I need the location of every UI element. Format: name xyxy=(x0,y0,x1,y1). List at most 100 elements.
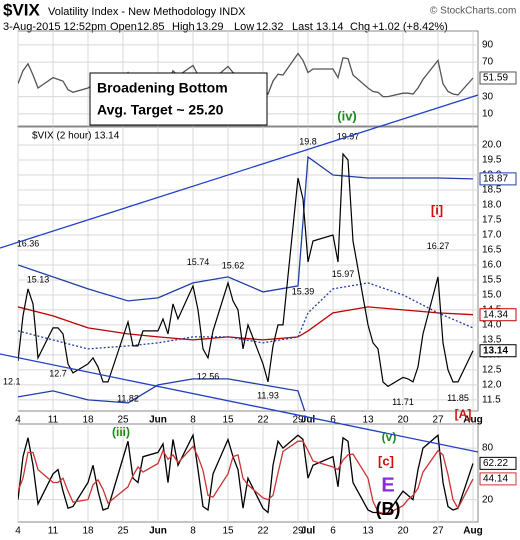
x-tick-label: Aug xyxy=(463,415,482,426)
x-tick-label: 6 xyxy=(330,415,336,426)
series-line xyxy=(18,433,474,515)
last-value-box xyxy=(479,172,517,186)
x-tick-label: 20 xyxy=(397,415,409,426)
x-tick-label: Jun xyxy=(149,415,167,426)
annotation: 15.74 xyxy=(187,257,210,267)
x-tick-label: 29 xyxy=(292,415,304,426)
annotation: 12.1 xyxy=(3,376,21,386)
annotation: 19.8 xyxy=(299,136,317,146)
last-value-box xyxy=(479,472,517,486)
x-tick-label: 22 xyxy=(257,526,269,537)
wave-label: [A] xyxy=(455,407,472,421)
x-tick-label: 18 xyxy=(82,526,94,537)
quote-label: Low xyxy=(234,21,254,33)
wave-label: (iii) xyxy=(112,425,130,439)
y-tick-label: 10 xyxy=(482,109,494,120)
wave-label: [i] xyxy=(431,202,443,217)
last-value-label: 51.59 xyxy=(483,73,508,84)
quote-value: 12.32 xyxy=(256,21,284,33)
annotation: 11.82 xyxy=(117,394,139,404)
y-tick-label: 16.0 xyxy=(482,260,502,271)
annotation: 12.7 xyxy=(49,368,67,378)
x-tick-label: 29 xyxy=(292,526,304,537)
y-tick-label: 15.5 xyxy=(482,275,502,286)
wave-label: (iv) xyxy=(337,108,357,123)
y-tick-label: 13.5 xyxy=(482,335,502,346)
quote-label: Last xyxy=(292,21,313,33)
y-tick-label: 19.5 xyxy=(482,155,502,166)
quote-value: 13.29 xyxy=(196,21,224,33)
x-tick-label: 8 xyxy=(190,526,196,537)
x-tick-label: 8 xyxy=(190,415,196,426)
x-tick-label: 18 xyxy=(82,415,94,426)
annotation: 11.85 xyxy=(447,393,469,403)
callout-line: Broadening Bottom xyxy=(97,80,228,96)
y-tick-label: 12.5 xyxy=(482,365,502,376)
quote-label: Chg xyxy=(350,21,370,33)
series-line xyxy=(18,152,474,388)
x-tick-label: 20 xyxy=(397,526,409,537)
instrument-name: Volatility Index - New Methodology INDX xyxy=(48,6,246,18)
series-line xyxy=(18,306,474,341)
x-tick-label: 15 xyxy=(222,526,234,537)
x-tick-label: 22 xyxy=(257,415,269,426)
x-tick-label: 15 xyxy=(222,415,234,426)
x-tick-label: Jul xyxy=(301,415,316,426)
annotation: 12.56 xyxy=(197,371,220,381)
quote-label: Open xyxy=(110,21,137,33)
upper-trendline xyxy=(0,94,479,249)
logo: © StockCharts.com xyxy=(430,6,516,17)
wave-label: [c] xyxy=(378,453,394,468)
y-tick-label: 20.0 xyxy=(482,140,502,151)
y-tick-label: 12.0 xyxy=(482,380,502,391)
callout-line: Avg. Target ~ 25.20 xyxy=(97,102,224,118)
date: 3-Aug-2015 12:52pm xyxy=(3,21,106,33)
last-value-box xyxy=(479,456,517,470)
last-value-label: 44.14 xyxy=(483,474,508,485)
annotation: 16.27 xyxy=(427,241,450,251)
x-tick-label: 13 xyxy=(362,415,374,426)
lower-trendline xyxy=(0,353,479,453)
y-tick-label: 80 xyxy=(482,443,494,454)
x-tick-label: 4 xyxy=(15,415,21,426)
annotation: 16.36 xyxy=(17,239,40,249)
x-tick-label: Jun xyxy=(149,526,167,537)
y-tick-label: 16.5 xyxy=(482,245,502,256)
y-tick-label: 30 xyxy=(482,91,494,102)
annotation: 15.13 xyxy=(27,274,50,284)
x-tick-label: 27 xyxy=(432,415,444,426)
panel-title: $VIX (2 hour) 13.14 xyxy=(32,131,120,142)
quote-value: 13.14 xyxy=(316,21,344,33)
series-line xyxy=(18,440,474,515)
x-tick-label: 25 xyxy=(117,526,129,537)
last-value-label: 62.22 xyxy=(483,458,508,469)
symbol: $VIX xyxy=(3,0,41,19)
x-tick-label: 13 xyxy=(362,526,374,537)
last-value-box xyxy=(479,71,517,85)
annotation: 15.62 xyxy=(222,261,245,271)
quote-value: +1.02 (+8.42%) xyxy=(372,21,448,33)
y-tick-label: 70 xyxy=(482,57,494,68)
y-tick-label: 17.5 xyxy=(482,215,502,226)
y-tick-label: 14.0 xyxy=(482,320,502,331)
y-tick-label: 18.5 xyxy=(482,185,502,196)
plots: 9070301051.5911.512.012.513.013.514.014.… xyxy=(3,31,517,537)
last-value-box xyxy=(479,308,517,322)
x-tick-label: 27 xyxy=(432,526,444,537)
series-line xyxy=(18,282,474,350)
y-tick-label: 18.0 xyxy=(482,200,502,211)
series-line xyxy=(18,378,306,411)
y-tick-label: 20 xyxy=(482,494,494,505)
quote-label: High xyxy=(172,21,195,33)
quote-value: 12.85 xyxy=(137,21,165,33)
y-tick-label: 17.0 xyxy=(482,230,502,241)
wave-label: E xyxy=(381,474,394,496)
x-tick-label: 11 xyxy=(48,415,59,426)
callout-box xyxy=(89,72,268,126)
last-value-label: 18.87 xyxy=(483,174,508,185)
last-value-label: 13.14 xyxy=(483,345,508,356)
panel: 11.512.012.513.013.514.014.515.015.516.0… xyxy=(3,108,517,426)
x-tick-label: 6 xyxy=(330,526,336,537)
